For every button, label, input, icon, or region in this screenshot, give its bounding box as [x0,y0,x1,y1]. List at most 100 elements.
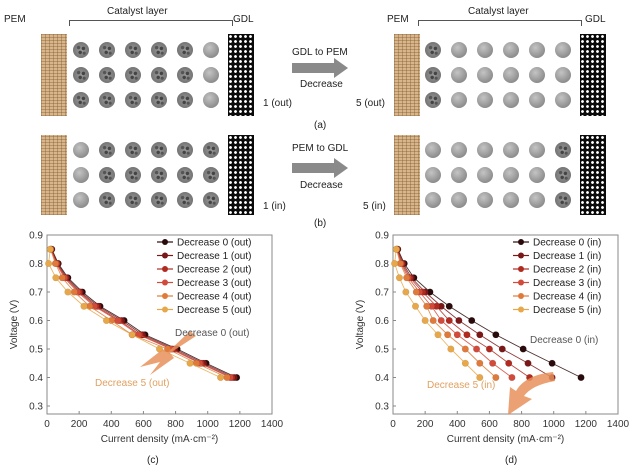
y-tick-label: 0.5 [29,345,43,356]
arrow-bottom-label: Decrease [300,79,343,90]
legend-marker [518,279,524,286]
catalyst-particle [177,192,193,208]
x-tick-label: 800 [513,419,530,430]
legend-marker [518,252,524,259]
carbon-particle [203,67,219,83]
series-line [50,249,231,378]
annotation-top: Decrease 0 (out) [175,328,249,339]
data-point [434,331,442,339]
catalyst-particle [125,92,141,108]
state-label: 5 (in) [363,201,386,212]
y-tick-label: 0.3 [375,402,389,413]
series-line [396,249,497,378]
series-line [397,249,553,378]
catalyst-particle [203,142,219,158]
y-tick-label: 0.4 [375,373,389,384]
legend-marker [162,306,168,313]
trend-arrow-icon [508,372,555,415]
arrow-head-icon [334,58,348,78]
catalyst-particle [203,167,219,183]
annotation-bottom: Decrease 5 (in) [427,380,495,391]
arrow-head-icon [334,158,348,178]
data-point [492,373,500,382]
pem-layer [41,34,67,116]
data-point [447,345,455,353]
data-point [473,345,481,353]
catalyst-particle [99,142,115,158]
carbon-particle [503,67,519,83]
carbon-particle [451,142,467,158]
carbon-particle [529,42,545,58]
chart-d: 0.3 0.4 0.5 0.6 0.7 0.8 0.9 0 200 400 600 800 1000 12… [355,231,630,446]
data-point [411,302,420,310]
panel-c-label: (c) [147,455,159,466]
x-tick-label: 1400 [261,419,284,430]
data-point [476,331,484,339]
carbon-particle [503,142,519,158]
data-point [223,373,231,382]
catalyst-particle [151,92,167,108]
data-point [437,316,445,325]
catalyst-particle [555,142,571,158]
pem-layer [394,34,420,116]
carbon-particle [451,92,467,108]
x-tick-label: 0 [44,419,50,430]
carbon-particle [477,142,493,158]
catalyst-bracket [418,20,582,26]
catalyst-particle [125,167,141,183]
data-point [461,359,469,367]
chart-c: 0.3 0.4 0.5 0.6 0.7 0.8 0.9 0 200 400 600 800 1000 12… [9,231,284,446]
carbon-particle [503,167,519,183]
data-point [392,245,400,253]
y-tick-label: 0.6 [29,316,43,327]
data-point [498,345,506,353]
y-tick-label: 0.6 [375,316,389,327]
gdl-layer [228,34,254,116]
legend-label: Decrease 1 (out) [177,251,251,262]
legend-label: Decrease 1 (in) [533,251,601,262]
catalyst-particle [125,67,141,83]
carbon-particle [73,167,89,183]
x-tick-label: 1200 [575,419,598,430]
data-point [128,331,136,339]
carbon-particle [529,192,545,208]
data-point [429,316,437,325]
data-point [52,274,60,282]
catalyst-particle [203,192,219,208]
data-point [524,359,532,367]
data-point [508,373,516,382]
y-tick-label: 0.7 [29,288,43,299]
data-point [58,274,66,282]
carbon-particle [477,167,493,183]
y-axis-label: Voltage (V) [355,300,366,349]
carbon-particle [451,67,467,83]
catalyst-particle [125,42,141,58]
carbon-particle [529,67,545,83]
pem-layer [394,135,420,215]
series-line [394,249,481,378]
carbon-particle [73,192,89,208]
carbon-particle [477,42,493,58]
y-tick-label: 0.5 [375,345,389,356]
data-point [463,331,471,339]
x-tick-label: 400 [103,419,120,430]
legend-marker [162,293,168,299]
data-point [402,288,410,296]
data-point [445,316,453,325]
catalyst-particle [99,92,115,108]
annotation-bottom: Decrease 5 (out) [95,378,169,389]
catalyst-particle [73,92,89,108]
data-point [476,373,484,382]
data-point [476,359,484,367]
carbon-particle [477,67,493,83]
catalyst-layer-label: Catalyst layer [107,6,168,17]
carbon-particle [425,192,441,208]
state-label: 1 (out) [263,98,292,109]
carbon-particle [529,142,545,158]
legend-label: Decrease 4 (out) [177,292,251,303]
catalyst-particle [151,42,167,58]
catalyst-particle [177,142,193,158]
series-line [397,249,582,378]
catalyst-layer-label: Catalyst layer [468,6,529,17]
legend-marker [162,266,168,272]
